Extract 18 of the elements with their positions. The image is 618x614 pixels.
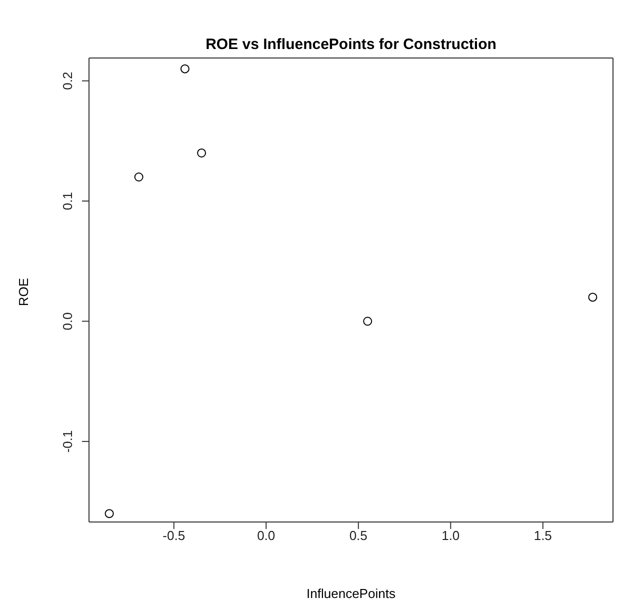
point	[104, 509, 114, 518]
x-tick-label: 0.5	[349, 528, 368, 544]
y-tick-label: 0.2	[60, 72, 75, 90]
y-tick-label: 0.1	[60, 192, 75, 210]
x-tick-label: 1.5	[534, 528, 552, 544]
y-tick-label: 0.0	[60, 312, 75, 330]
point	[134, 172, 144, 182]
point	[363, 316, 372, 326]
chart-title: ROE vs InfluencePoints for Construction	[204, 36, 498, 53]
x-axis-title: InfluencePoints	[306, 586, 396, 601]
x-tick-label: 0.0	[257, 528, 276, 544]
y-axis-title: ROE	[16, 276, 31, 308]
point	[197, 148, 206, 158]
point	[588, 292, 598, 302]
x-tick-label: -0.5	[162, 528, 186, 544]
point	[180, 64, 190, 74]
y-tick-label: -0.1	[60, 430, 75, 453]
x-tick-label: 1.0	[442, 528, 460, 544]
